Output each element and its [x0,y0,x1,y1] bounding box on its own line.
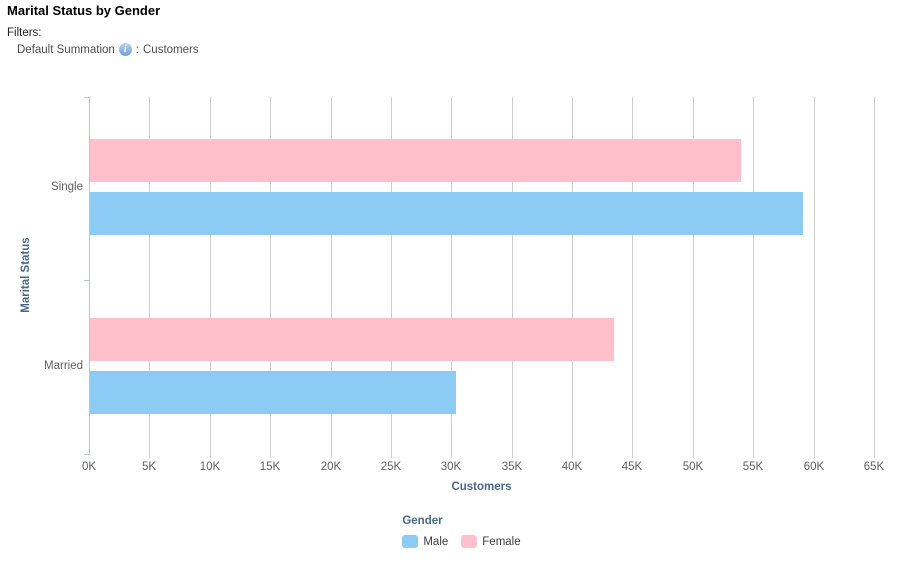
legend: Gender Male Female [0,515,923,548]
legend-swatch-female [461,535,478,548]
legend-title: Gender [402,515,443,527]
filters-label: Filters: [7,27,42,39]
x-tick-label: 15K [259,461,281,473]
bar-married-male[interactable] [90,371,456,414]
gridline [512,97,513,458]
y-axis-line [89,97,90,455]
filter-row: Default Summation i : Customers [17,43,199,56]
x-tick-label: 65K [863,461,885,473]
legend-label: Male [423,535,449,548]
x-tick-label: 20K [320,461,342,473]
category-label-single: Single [51,181,83,193]
legend-swatch-male [402,535,419,548]
x-tick-label: 35K [501,461,523,473]
bar-single-male[interactable] [90,192,803,235]
y-axis-title: Marital Status [20,237,32,313]
x-tick-label: 55K [742,461,764,473]
info-icon[interactable]: i [118,43,132,56]
category-label-married: Married [44,360,83,372]
x-tick-label: 60K [803,461,825,473]
legend-item-male[interactable]: Male [402,535,448,548]
bar-married-female[interactable] [90,318,614,361]
filter-name: Default Summation [17,43,115,56]
plot-area [84,97,890,458]
gridline [331,97,332,458]
x-tick-label: 5K [141,461,157,473]
page-title: Marital Status by Gender [7,3,161,18]
gridline [451,97,452,458]
gridline [210,97,211,458]
gridline [149,97,150,458]
x-tick-label: 50K [682,461,704,473]
category-axis-tick [84,454,89,455]
category-axis-tick [84,280,89,281]
x-tick-label: 40K [561,461,583,473]
x-tick-label: 30K [440,461,462,473]
x-tick-label: 45K [621,461,643,473]
gridline [814,97,815,458]
gridline [572,97,573,458]
legend-item-female[interactable]: Female [461,535,521,548]
filter-separator: : [135,43,139,56]
legend-label: Female [482,535,521,548]
gridline [753,97,754,458]
gridline [270,97,271,458]
x-tick-label: 10K [199,461,221,473]
gridline [874,97,875,458]
filter-value: Customers [143,43,199,56]
gridline [391,97,392,458]
gridline [632,97,633,458]
x-tick-label: 0K [81,461,97,473]
gridline [693,97,694,458]
x-tick-label: 25K [380,461,402,473]
x-axis-title: Customers [451,481,512,493]
category-axis-tick [84,97,89,98]
bar-single-female[interactable] [90,139,741,182]
